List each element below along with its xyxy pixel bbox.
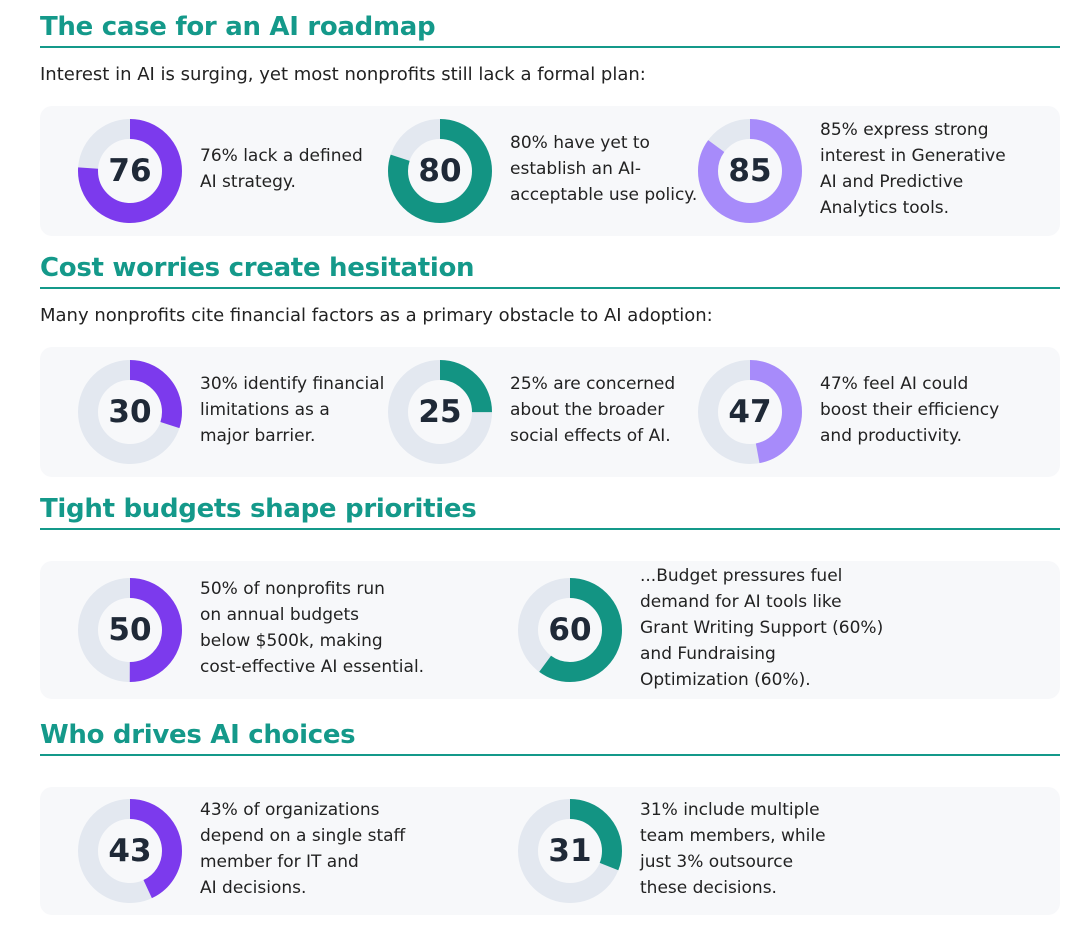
stats-panel-ai-roadmap [40, 106, 1060, 236]
donut-chart: 76 [78, 119, 182, 223]
donut-chart: 50 [78, 578, 182, 682]
stat-caption: 76% lack a defined AI strategy. [200, 146, 363, 192]
stat-caption: 43% of organizations depend on a single … [200, 800, 406, 898]
donut-value-label: 60 [548, 612, 592, 648]
donut-svg [518, 799, 622, 903]
donut-svg [78, 578, 182, 682]
donut-svg [388, 360, 492, 464]
donut-value-label: 30 [108, 394, 152, 430]
donut-svg [78, 799, 182, 903]
donut-svg [698, 360, 802, 464]
stat-caption: 85% express strong interest in Generativ… [820, 120, 1006, 218]
donut-chart: 60 [518, 578, 622, 682]
donut-value-label: 25 [418, 394, 462, 430]
donut-value-arc [388, 119, 492, 223]
donut-chart: 31 [518, 799, 622, 903]
donut-chart: 25 [388, 360, 492, 464]
section-title-ai-choices: Who drives AI choices [40, 720, 1060, 756]
donut-svg [78, 360, 182, 464]
donut-value-arc [388, 360, 492, 464]
stat-caption: 80% have yet to establish an AI- accepta… [510, 133, 698, 205]
donut-value-label: 50 [108, 612, 152, 648]
stat-caption: 30% identify financial limitations as a … [200, 374, 385, 446]
stat-caption: 31% include multiple team members, while… [640, 800, 826, 898]
donut-value-arc [698, 360, 802, 464]
section-title-tight-budgets: Tight budgets shape priorities [40, 494, 1060, 530]
stat-caption: ...Budget pressures fuel demand for AI t… [640, 566, 884, 690]
donut-chart: 80 [388, 119, 492, 223]
donut-svg [388, 119, 492, 223]
section-title-ai-roadmap: The case for an AI roadmap [40, 12, 1060, 48]
donut-value-arc [518, 799, 622, 903]
donut-svg [78, 119, 182, 223]
donut-svg [698, 119, 802, 223]
donut-value-arc [698, 119, 802, 223]
section-subtitle-cost-worries: Many nonprofits cite financial factors a… [40, 305, 713, 326]
section-subtitle-ai-roadmap: Interest in AI is surging, yet most nonp… [40, 64, 646, 85]
donut-value-label: 76 [108, 153, 152, 189]
donut-chart: 30 [78, 360, 182, 464]
stat-caption: 25% are concerned about the broader soci… [510, 374, 676, 446]
donut-value-arc [78, 799, 182, 903]
donut-value-label: 80 [418, 153, 462, 189]
donut-value-label: 85 [728, 153, 772, 189]
stats-panel-cost-worries [40, 347, 1060, 477]
donut-value-arc [78, 119, 182, 223]
donut-value-label: 43 [108, 833, 152, 869]
stat-caption: 50% of nonprofits run on annual budgets … [200, 579, 425, 677]
donut-chart: 43 [78, 799, 182, 903]
donut-chart: 85 [698, 119, 802, 223]
donut-value-arc [78, 578, 182, 682]
stat-caption: 47% feel AI could boost their efficiency… [820, 374, 1000, 446]
donut-value-arc [78, 360, 182, 464]
donut-svg [518, 578, 622, 682]
donut-chart: 47 [698, 360, 802, 464]
donut-value-label: 31 [548, 833, 592, 869]
donut-value-label: 47 [728, 394, 772, 430]
section-title-cost-worries: Cost worries create hesitation [40, 253, 1060, 289]
donut-value-arc [518, 578, 622, 682]
